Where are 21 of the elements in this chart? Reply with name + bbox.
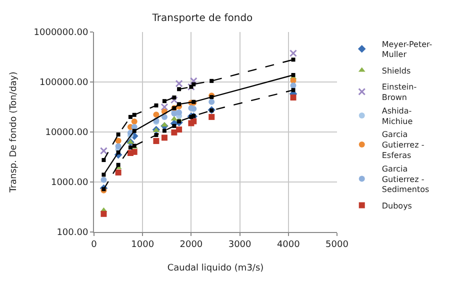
- y-axis-title: Transp. De fondo (Ton/day): [9, 72, 20, 194]
- legend-label: Einstein-Brown: [382, 82, 417, 102]
- legend-label: Duboys: [382, 201, 412, 210]
- x-tick-label: 5000: [326, 240, 349, 250]
- legend-label: Meyer-Peter-Muller: [382, 40, 432, 60]
- chart-title: Transporte de fondo: [151, 13, 253, 24]
- x-tick-label: 2000: [180, 240, 203, 250]
- x-axis-title: Caudal liquido (m3/s): [167, 264, 264, 274]
- y-tick-label: 100.00: [56, 228, 88, 238]
- x-tick-label: 4000: [276, 240, 300, 250]
- legend-label: Garcia Gutierrez - Sedimentos: [382, 164, 430, 194]
- legend-label: Shields: [382, 66, 411, 76]
- y-tick-label: 1000.00: [50, 178, 88, 188]
- x-tick-label: 3000: [228, 240, 252, 250]
- x-tick-label: 1000: [131, 240, 154, 250]
- y-tick-label: 1000000.00: [34, 28, 88, 38]
- legend-label: Ashida-Michiue: [382, 106, 413, 126]
- y-tick-label: 10000.00: [45, 128, 88, 138]
- y-tick-label: 100000.00: [40, 78, 88, 88]
- legend-label: Garcia Gutierrez - Esferas: [382, 130, 424, 160]
- x-tick-label: 0: [91, 240, 98, 250]
